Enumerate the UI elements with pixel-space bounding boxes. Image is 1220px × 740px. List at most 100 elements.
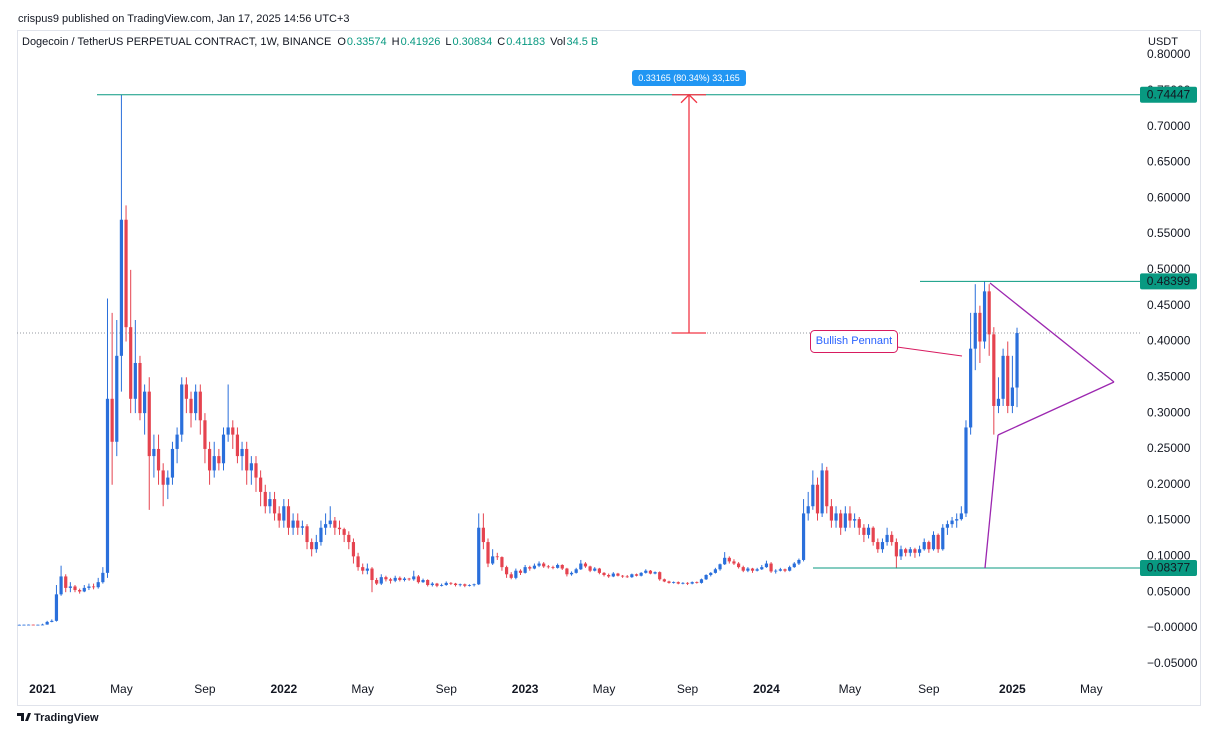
candle-body <box>579 563 583 570</box>
candle-body <box>435 583 439 586</box>
logo-icon <box>17 713 31 721</box>
candle-body <box>101 572 105 583</box>
candle-body <box>699 579 704 583</box>
candle-body <box>866 527 871 535</box>
candle-body <box>203 420 207 449</box>
x-tick-label: Sep <box>436 682 458 696</box>
candle-body <box>616 573 620 576</box>
candle-body <box>611 573 615 577</box>
candle-body <box>388 579 393 581</box>
candle-body <box>231 427 235 435</box>
candle-body <box>291 520 295 528</box>
candle-body <box>964 427 968 514</box>
y-tick-label: 0.80000 <box>1147 47 1191 61</box>
candle-body <box>992 334 996 406</box>
x-tick-label: 2025 <box>999 682 1026 696</box>
candle-body <box>50 620 54 622</box>
candle-body <box>834 513 838 521</box>
candle-body <box>602 572 606 576</box>
candle-body <box>556 564 560 568</box>
candle-body <box>876 542 880 550</box>
candle-body <box>22 624 26 626</box>
candle-body <box>843 513 847 528</box>
candle-body <box>184 384 188 399</box>
candle-body <box>514 570 518 578</box>
candle-body <box>1010 387 1014 406</box>
candle-body <box>890 534 894 543</box>
candle-body <box>453 583 458 586</box>
candle-body <box>407 578 411 580</box>
candle-body <box>996 398 1001 406</box>
candle-body <box>537 563 541 566</box>
candle-body <box>560 564 564 569</box>
candle-body <box>17 624 21 626</box>
candle-body <box>950 520 954 525</box>
candle-body <box>788 567 792 571</box>
x-tick-label: 2022 <box>270 682 297 696</box>
candle-body <box>27 624 31 626</box>
candle-body <box>45 621 49 625</box>
candle-body <box>138 362 142 414</box>
callout-pointer <box>896 346 963 357</box>
candle-body <box>314 542 318 550</box>
legend-value: 0.30834 <box>453 36 493 48</box>
candle-body <box>945 524 950 528</box>
candle-body <box>481 527 485 543</box>
candle-body <box>783 569 787 571</box>
level-badge <box>1140 86 1197 103</box>
pennant <box>984 282 1115 569</box>
candle-body <box>129 327 133 399</box>
symbol-legend: Dogecoin / TetherUS PERPETUAL CONTRACT, … <box>22 36 598 48</box>
y-tick-label: 0.05000 <box>1147 584 1191 598</box>
currency: USDT <box>1148 36 1178 48</box>
candle-body <box>597 568 601 573</box>
candle-body <box>1001 355 1005 399</box>
candle-body <box>356 556 360 568</box>
legend-key: C <box>497 36 505 48</box>
candle-body <box>105 398 110 573</box>
x-tick-label: Sep <box>194 682 216 696</box>
level-badge <box>1140 273 1197 290</box>
candle-body <box>885 534 889 543</box>
candle-body <box>245 448 249 471</box>
candle-body <box>913 549 917 553</box>
candle-body <box>189 398 193 414</box>
candle-body <box>959 513 963 520</box>
x-tick-label: May <box>351 682 374 696</box>
candle-body <box>848 513 852 521</box>
candle-body <box>296 520 300 528</box>
candle-body <box>277 513 281 521</box>
candle-body <box>565 568 569 575</box>
candle-body <box>639 572 643 576</box>
x-tick-label: 2021 <box>29 682 56 696</box>
candle-body <box>908 549 912 553</box>
candle-body <box>504 567 509 575</box>
candle-body <box>96 582 100 588</box>
candle-body <box>862 527 866 535</box>
candle-body <box>969 348 973 428</box>
candle-body <box>310 542 314 550</box>
candle-body <box>750 568 755 571</box>
candle-body <box>778 569 782 571</box>
candle-body <box>978 312 982 342</box>
chart-frame <box>17 30 1201 706</box>
measure-badge <box>632 70 746 86</box>
candle-body <box>681 582 685 584</box>
candle-body <box>115 355 119 442</box>
candle-body <box>718 564 722 570</box>
candle-body <box>73 586 77 591</box>
candle-body <box>194 391 198 414</box>
legend-value: 34.5 B <box>566 36 598 48</box>
candle-body <box>263 491 267 507</box>
candle-body <box>342 529 346 535</box>
candle-body <box>982 291 987 342</box>
candle-body <box>815 484 820 514</box>
candle-body <box>375 580 379 584</box>
candle-body <box>904 549 908 553</box>
y-tick-label: −0.00000 <box>1147 620 1198 634</box>
candle-body <box>672 582 676 583</box>
y-tick-label: 0.60000 <box>1147 190 1191 204</box>
candle-body <box>941 527 945 550</box>
candle-body <box>542 563 546 567</box>
